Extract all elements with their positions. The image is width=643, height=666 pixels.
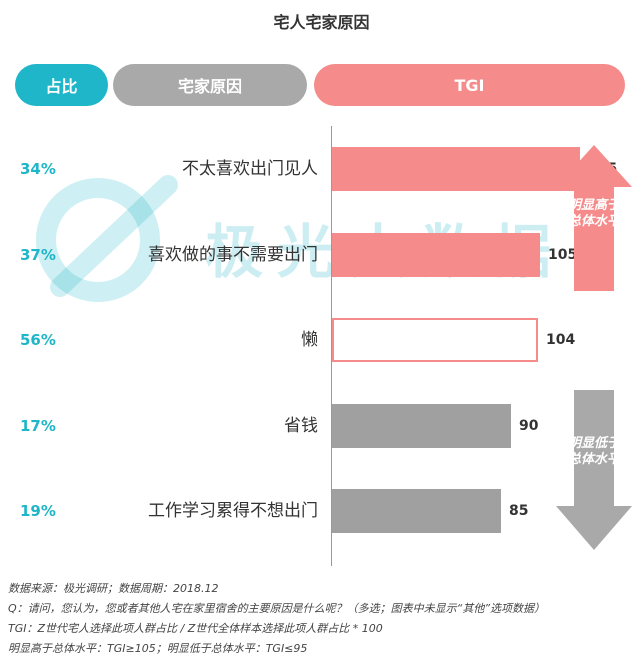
arrow-up-label: 明显高于总体水平	[568, 198, 621, 229]
tgi-value-label: 104	[546, 332, 576, 348]
arrow-down-label: 明显低于总体水平	[568, 436, 621, 467]
reason-label: 工作学习累得不想出门	[148, 501, 318, 521]
tgi-axis-line	[331, 126, 332, 566]
reason-label: 省钱	[284, 415, 318, 436]
tgi-value-label: 90	[519, 417, 539, 434]
tgi-bar	[332, 147, 580, 191]
share-value: 17%	[20, 416, 56, 435]
reason-label: 懒	[301, 330, 318, 350]
share-value: 37%	[20, 245, 56, 264]
share-value: 34%	[20, 160, 56, 178]
arrow-down-icon	[556, 390, 632, 550]
tgi-header: TGI	[314, 64, 625, 106]
share-header: 占比	[15, 64, 108, 106]
share-value: 56%	[20, 331, 56, 349]
tgi-value-label: 85	[509, 503, 529, 519]
share-value: 19%	[20, 502, 56, 520]
reason-label: 喜欢做的事不需要出门	[148, 244, 318, 265]
tgi-bar	[332, 403, 511, 448]
reason-label: 不太喜欢出门见人	[182, 159, 318, 179]
arrow-up-icon	[556, 145, 632, 291]
footnote-source: 数据来源：极光调研；数据周期：2018.12	[8, 582, 219, 595]
tgi-bar	[332, 318, 538, 362]
page-title: 宅人宅家原因	[273, 13, 370, 32]
footnote-question: Q：请问，您认为，您或者其他人宅在家里宿舍的主要原因是什么呢？（多选；图表中未显…	[8, 602, 546, 615]
tgi-bar	[332, 232, 540, 277]
reason-header: 宅家原因	[113, 64, 307, 106]
tgi-bar	[332, 489, 501, 533]
tgi-value-label: 105	[548, 246, 578, 263]
footnote-thresholds: 明显高于总体水平：TGI≥105；明显低于总体水平：TGI≤95	[8, 642, 308, 655]
footnote-tgi-definition: TGI：Z世代宅人选择此项人群占比 / Z世代全体样本选择此项人群占比 * 10…	[8, 622, 383, 635]
